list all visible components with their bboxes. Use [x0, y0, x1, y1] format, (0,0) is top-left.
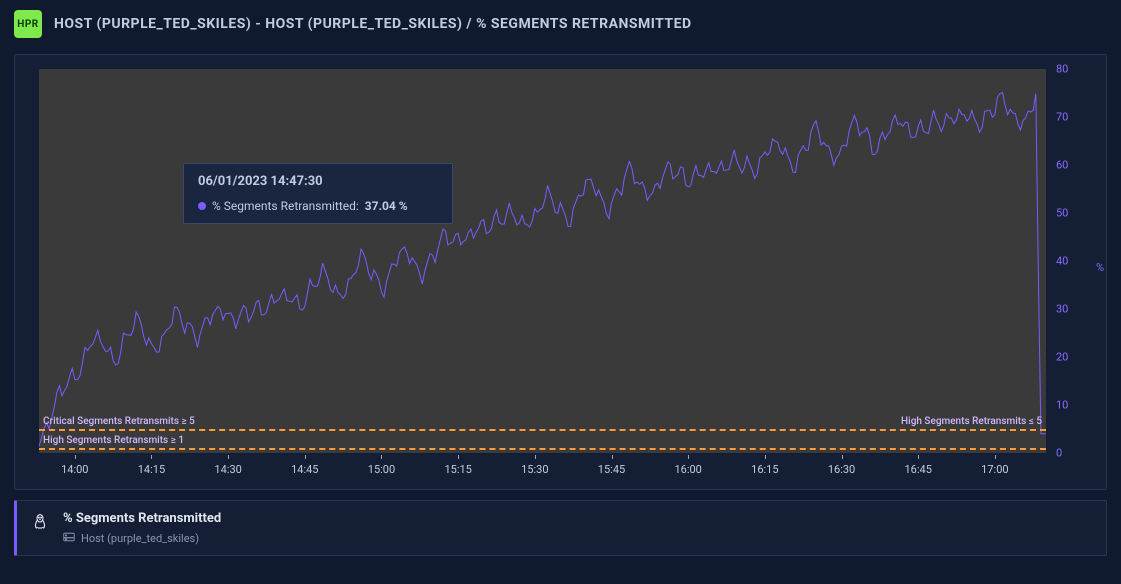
plot-area: Critical Segments Retransmits ≥ 5 High Se… [39, 69, 1046, 453]
threshold-line [39, 448, 1046, 450]
x-tick-label: 14:45 [291, 463, 318, 476]
tooltip-timestamp: 06/01/2023 14:47:30 [198, 174, 438, 189]
x-tick-label: 17:00 [981, 463, 1008, 476]
x-tick-label: 14:00 [61, 463, 88, 476]
tooltip-series-dot [198, 202, 206, 210]
threshold-label-right: High Segments Retransmits ≤ 5 [899, 416, 1044, 427]
y-tick-label: 0 [1056, 447, 1062, 460]
x-axis: 14:00 14:15 14:30 14:45 15:00 15:15 15:30 15:45… [39, 461, 1046, 481]
panel-header: HPR HOST (PURPLE_TED_SKILES) - HOST (PUR… [0, 0, 1121, 48]
x-tick-label: 15:15 [444, 463, 471, 476]
tooltip-metric-value: 37.04 % [365, 199, 408, 213]
y-tick-label: 50 [1056, 207, 1068, 220]
host-badge: HPR [14, 10, 42, 38]
tooltip-row: % Segments Retransmitted: 37.04 % [198, 199, 438, 213]
legend-text-block: % Segments Retransmitted Host (purple_te… [63, 511, 221, 545]
panel-title: HOST (PURPLE_TED_SKILES) - HOST (PURPLE_… [54, 16, 692, 32]
y-axis-label: % [1096, 261, 1104, 274]
x-tick-label: 14:30 [214, 463, 241, 476]
metric-panel: HPR HOST (PURPLE_TED_SKILES) - HOST (PUR… [0, 0, 1121, 584]
legend-host-name: Host (purple_ted_skiles) [81, 532, 199, 545]
legend-title: % Segments Retransmitted [63, 511, 221, 526]
y-tick-label: 10 [1056, 399, 1068, 412]
y-axis: 01020304050607080 [1056, 69, 1096, 453]
tooltip-metric-name: % Segments Retransmitted: [212, 199, 359, 213]
legend-subtitle: Host (purple_ted_skiles) [63, 532, 221, 545]
host-icon [63, 532, 75, 545]
x-tick-label: 15:30 [521, 463, 548, 476]
linux-icon [31, 513, 49, 531]
chart-tooltip: 06/01/2023 14:47:30 % Segments Retransmi… [183, 163, 453, 224]
chart-container[interactable]: Critical Segments Retransmits ≥ 5 High Se… [14, 54, 1107, 490]
x-tick-label: 16:00 [674, 463, 701, 476]
legend-panel[interactable]: % Segments Retransmitted Host (purple_te… [14, 500, 1107, 556]
threshold-line [39, 429, 1046, 431]
series-line [39, 69, 1046, 453]
x-tick-label: 15:45 [598, 463, 625, 476]
x-tick-label: 14:15 [138, 463, 165, 476]
x-tick-label: 16:15 [751, 463, 778, 476]
chart-plot-wrapper: Critical Segments Retransmits ≥ 5 High Se… [39, 69, 1046, 453]
y-tick-label: 80 [1056, 63, 1068, 76]
y-tick-label: 60 [1056, 159, 1068, 172]
threshold-label-left: High Segments Retransmits ≥ 1 [41, 435, 186, 446]
y-tick-label: 20 [1056, 351, 1068, 364]
x-tick-label: 15:00 [368, 463, 395, 476]
x-tick-label: 16:30 [828, 463, 855, 476]
x-tick-label: 16:45 [905, 463, 932, 476]
y-tick-label: 70 [1056, 111, 1068, 124]
y-tick-label: 40 [1056, 255, 1068, 268]
threshold-label-left: Critical Segments Retransmits ≥ 5 [41, 416, 197, 427]
y-tick-label: 30 [1056, 303, 1068, 316]
